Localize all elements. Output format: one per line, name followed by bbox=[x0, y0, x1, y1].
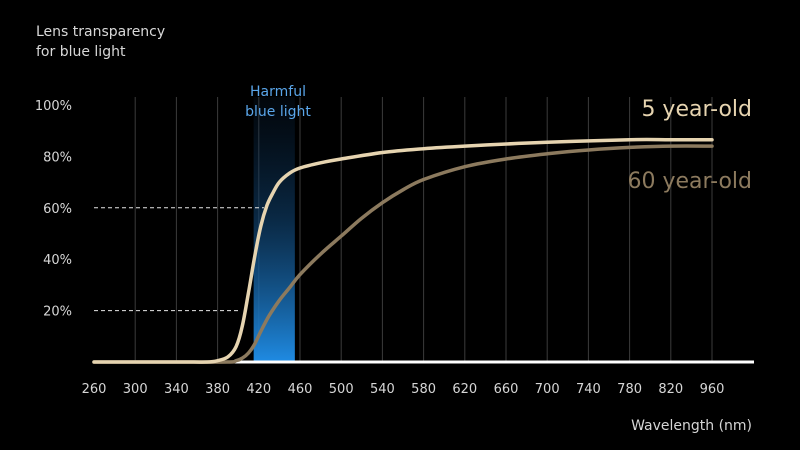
x-axis-label: Wavelength (nm) bbox=[631, 418, 752, 434]
y-tick-60: 60% bbox=[43, 202, 72, 217]
guide-lines bbox=[94, 207, 264, 312]
x-tick-620: 620 bbox=[452, 382, 477, 397]
x-tick-380: 380 bbox=[205, 382, 230, 397]
x-tick-580: 580 bbox=[411, 382, 436, 397]
y-tick-100: 100% bbox=[35, 99, 72, 114]
x-tick-labels: 260 300 340 380 420 460 500 540 580 620 660 700 740 7… bbox=[82, 382, 725, 397]
x-tick-740: 740 bbox=[576, 382, 601, 397]
annotation-line-2: blue light bbox=[245, 104, 311, 120]
x-tick-780: 780 bbox=[617, 382, 642, 397]
y-tick-labels: 100% 80% 60% 40% 20% bbox=[35, 99, 72, 320]
x-tick-420: 420 bbox=[246, 382, 271, 397]
y-axis-label-line-2: for blue light bbox=[36, 44, 126, 60]
x-tick-460: 460 bbox=[288, 382, 313, 397]
x-tick-260: 260 bbox=[82, 382, 107, 397]
x-tick-540: 540 bbox=[370, 382, 395, 397]
series-group bbox=[92, 137, 714, 364]
x-tick-660: 660 bbox=[494, 382, 519, 397]
series-line-5-year-old bbox=[92, 137, 714, 364]
y-tick-80: 80% bbox=[43, 150, 72, 165]
annotation-line-1: Harmful bbox=[250, 84, 306, 100]
x-tick-500: 500 bbox=[329, 382, 354, 397]
series-label-5-year-old: 5 year-old bbox=[641, 97, 752, 122]
series-label-60-year-old: 60 year-old bbox=[627, 169, 752, 194]
grid-lines bbox=[134, 97, 713, 362]
x-tick-820: 820 bbox=[658, 382, 683, 397]
x-tick-300: 300 bbox=[123, 382, 148, 397]
y-tick-40: 40% bbox=[43, 253, 72, 268]
y-axis-label-line-1: Lens transparency bbox=[36, 24, 165, 40]
y-tick-20: 20% bbox=[43, 305, 72, 320]
x-tick-960: 960 bbox=[700, 382, 725, 397]
x-tick-340: 340 bbox=[164, 382, 189, 397]
series-line-60-year-old bbox=[92, 144, 714, 364]
x-tick-700: 700 bbox=[535, 382, 560, 397]
